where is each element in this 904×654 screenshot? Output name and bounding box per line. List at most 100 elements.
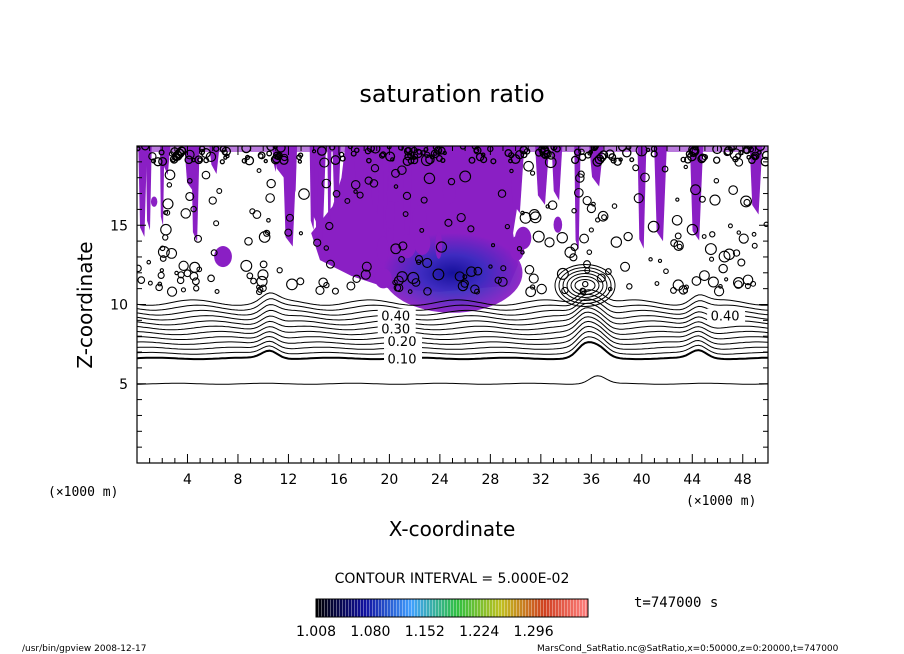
- colorbar-tick-label: 1.224: [459, 624, 499, 640]
- cloud-cell: [292, 146, 298, 193]
- contour-blob: [709, 194, 721, 206]
- contour-labels: 0.100.200.300.40 0.40: [377, 308, 746, 367]
- contour-blob: [404, 147, 411, 154]
- contour-blob: [683, 284, 689, 290]
- contour-blob: [596, 273, 606, 283]
- contour-blob: [645, 147, 651, 153]
- contour-blob: [675, 197, 680, 202]
- contour-blob: [219, 159, 225, 165]
- contour-blob: [344, 198, 351, 204]
- contour-blob: [571, 208, 577, 214]
- contour-label-bg: [384, 351, 423, 367]
- contour-blob: [244, 154, 251, 160]
- contour-blob: [508, 158, 513, 164]
- contour-blob: [352, 274, 361, 284]
- contour-blob: [193, 285, 200, 292]
- contour-blob: [520, 250, 525, 255]
- contour-blob: [689, 146, 700, 156]
- contour-blob: [588, 149, 594, 155]
- contour-blob: [298, 188, 310, 200]
- contour-blob: [323, 245, 330, 251]
- contour-blob: [709, 256, 715, 262]
- contour-blob: [366, 146, 375, 153]
- contour-blob: [544, 156, 557, 169]
- contour-blob: [462, 274, 468, 280]
- contour-blob: [468, 156, 476, 164]
- contour-blob: [686, 223, 699, 236]
- contour-blob: [398, 256, 405, 263]
- contour-blob: [633, 193, 644, 204]
- contour-blob: [364, 176, 373, 185]
- contour-blob: [356, 191, 364, 199]
- contour-blob: [241, 157, 248, 164]
- cloud-cell: [412, 204, 427, 233]
- contour-blob: [366, 157, 372, 164]
- contour-blob: [690, 184, 701, 196]
- contour-blob: [137, 264, 142, 273]
- contour-blob: [137, 276, 146, 284]
- contour-blob: [353, 189, 358, 194]
- contour-blob: [164, 209, 171, 216]
- contour-blob: [601, 214, 608, 221]
- cloud-cell: [442, 178, 456, 205]
- contour-blob: [604, 268, 612, 275]
- contour-label: 0.40: [711, 310, 740, 325]
- x-tick-label: 44: [683, 472, 701, 488]
- contour-blob: [763, 221, 768, 228]
- contour-blob: [541, 152, 548, 159]
- contour-blob: [258, 231, 271, 243]
- contour-blob: [264, 230, 270, 236]
- contour-blob: [155, 283, 163, 292]
- contour-blob: [727, 223, 733, 229]
- contour-ring: [570, 275, 600, 295]
- contour-blob: [473, 266, 483, 276]
- contour-blob: [354, 147, 360, 153]
- contour-line: [137, 375, 768, 385]
- contour-blob: [319, 157, 330, 168]
- cloud-core: [382, 232, 523, 313]
- colorbar: 1.008 1.080 1.152 1.224 1.296: [296, 598, 589, 640]
- contour-blob: [347, 146, 353, 150]
- x-tick-label: 40: [633, 472, 651, 488]
- contour-blob: [391, 168, 401, 178]
- cloud-cell: [374, 268, 392, 289]
- contour-blob: [532, 230, 545, 243]
- contour-blob: [650, 150, 658, 158]
- contour-line: [137, 302, 768, 321]
- contour-blob: [727, 146, 735, 152]
- contour-blob: [460, 279, 469, 288]
- contour-blob: [433, 146, 443, 155]
- contour-blob: [622, 148, 632, 158]
- contour-label-bg: [707, 308, 746, 324]
- contour-blob: [670, 286, 677, 294]
- contour-blob: [657, 258, 663, 263]
- contour-blob: [240, 259, 253, 272]
- cloud-cell: [637, 146, 647, 249]
- y-tick-label: 10: [110, 298, 128, 314]
- contour-blob: [325, 259, 335, 269]
- contour-blob: [137, 146, 141, 152]
- contour-line: [137, 298, 768, 316]
- contour-blob: [608, 153, 617, 161]
- cloud-cell: [145, 146, 152, 231]
- contour-blob: [184, 155, 194, 165]
- contour-ring: [574, 278, 596, 292]
- time-label: t=747000 s: [634, 595, 718, 611]
- contour-blob: [164, 169, 176, 181]
- contour-blob: [742, 274, 754, 286]
- contour-blob: [632, 164, 640, 172]
- contour-line: [137, 341, 768, 361]
- contour-blob: [178, 146, 186, 155]
- contour-blob: [688, 146, 699, 155]
- contour-blob: [166, 286, 178, 297]
- contour-blob: [523, 160, 534, 172]
- contour-blob: [370, 164, 380, 173]
- x-tick-label: 28: [481, 472, 499, 488]
- contour-blob: [736, 230, 742, 235]
- contour-blob: [737, 258, 746, 267]
- contour-blob: [582, 195, 592, 206]
- contour-blob: [256, 275, 268, 288]
- contour-blob: [473, 147, 480, 154]
